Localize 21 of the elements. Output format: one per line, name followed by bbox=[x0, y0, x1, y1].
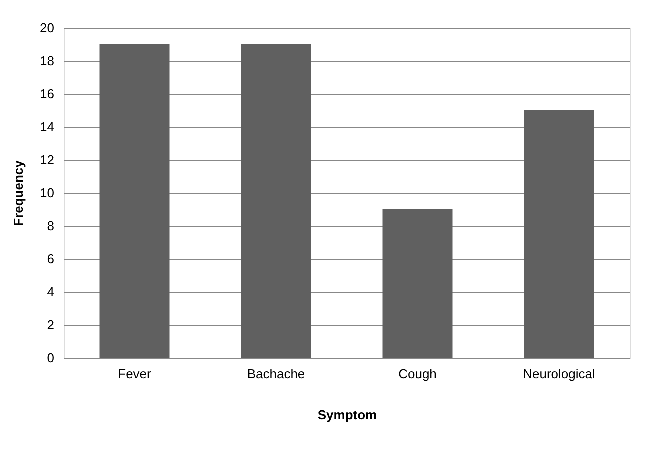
y-tick-label: 18 bbox=[40, 54, 54, 68]
y-tick-label: 8 bbox=[47, 218, 54, 234]
y-tick-label: 2 bbox=[47, 318, 54, 332]
y-tick-label: 12 bbox=[40, 152, 54, 168]
y-tick-label: 20 bbox=[40, 20, 54, 36]
x-tick-label: Bachache bbox=[247, 366, 306, 382]
y-tick-label: 16 bbox=[40, 86, 54, 102]
x-tick-label: Neurological bbox=[523, 366, 596, 382]
x-axis-title: Symptom bbox=[318, 408, 378, 422]
y-tick-label: 4 bbox=[47, 284, 54, 300]
y-tick-label: 0 bbox=[47, 350, 54, 366]
bar bbox=[100, 44, 170, 358]
x-tick-label: Cough bbox=[398, 366, 437, 382]
y-tick-label: 6 bbox=[47, 252, 54, 266]
bar bbox=[382, 210, 453, 358]
bar bbox=[241, 44, 312, 358]
bar bbox=[524, 110, 594, 358]
x-tick-label: Fever bbox=[118, 366, 152, 382]
y-tick-label: 10 bbox=[40, 186, 54, 200]
y-tick-label: 14 bbox=[40, 120, 54, 134]
y-axis-title: Frequency bbox=[11, 160, 26, 226]
